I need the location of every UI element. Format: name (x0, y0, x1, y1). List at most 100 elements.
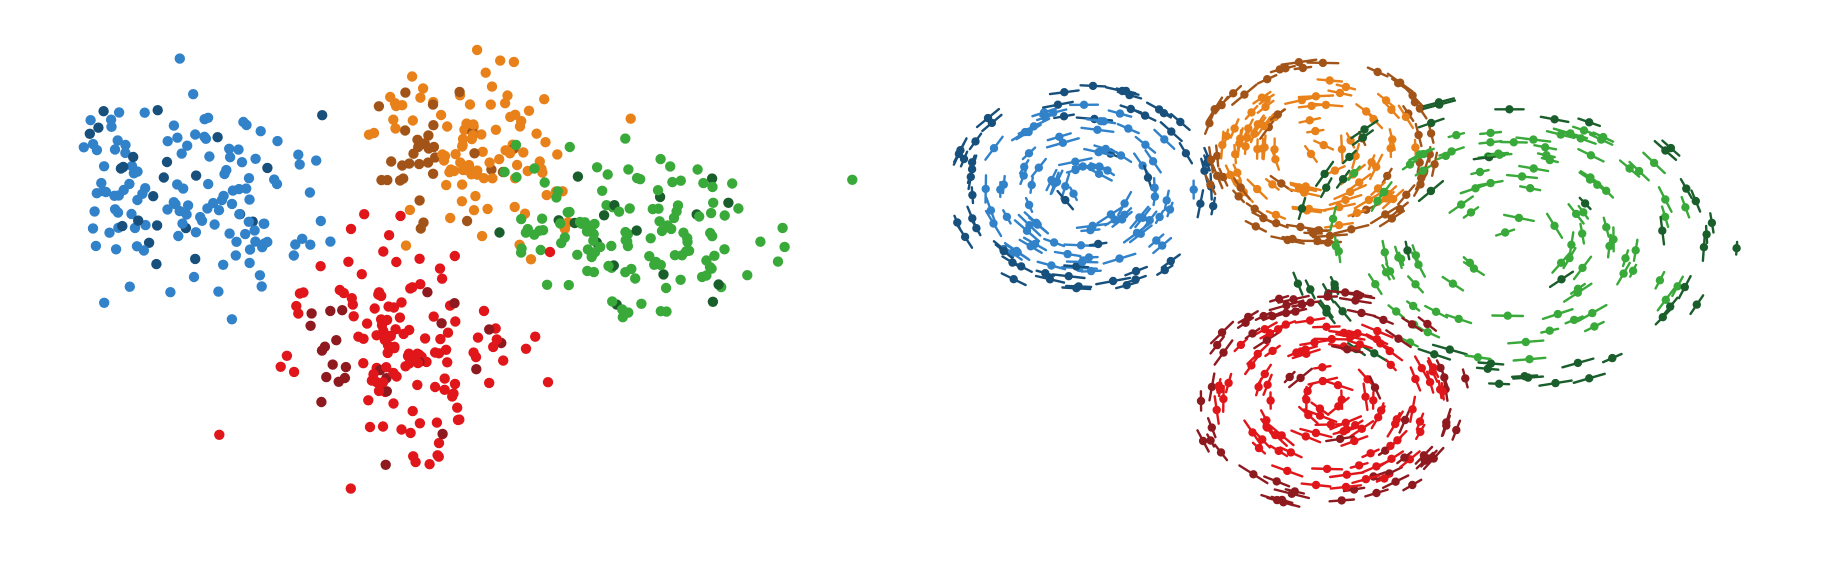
flow-mark-green (1315, 160, 1335, 188)
flow-mark-red (1263, 475, 1291, 488)
flow-mark-green (1658, 215, 1667, 246)
flow-mark-orange (1322, 202, 1356, 212)
flow-mark-green (1540, 326, 1560, 335)
point-blue (209, 219, 220, 230)
flow-mark-green (1333, 300, 1352, 322)
flow-mark-green (1512, 355, 1547, 364)
point-red (412, 379, 423, 391)
flow-mark-blue (1162, 189, 1171, 212)
point-green (719, 244, 730, 255)
point-orange (373, 101, 385, 112)
flow-mark-red (1262, 373, 1273, 396)
point-blue (143, 237, 155, 248)
flow-mark-blue (1068, 100, 1100, 110)
flow-mark-orange (1294, 184, 1318, 193)
flow-mark-red (1384, 358, 1397, 372)
point-green (617, 304, 628, 315)
flow-mark-red (1328, 496, 1356, 505)
point-blue (190, 170, 202, 181)
flow-mark-blue (1099, 164, 1116, 177)
flow-mark-orange (1293, 63, 1313, 73)
point-blue (250, 153, 261, 164)
flow-mark-blue (1159, 121, 1183, 143)
flow-mark-red (1196, 429, 1210, 453)
flow-mark-green (1577, 204, 1590, 220)
flow-mark-green (1488, 379, 1511, 388)
flow-mark-blue (1071, 162, 1095, 171)
point-orange (419, 138, 430, 149)
flow-mark-red (1209, 335, 1225, 355)
flow-mark-red (1385, 329, 1412, 349)
point-red (306, 308, 317, 319)
flow-mark-green (1631, 238, 1640, 262)
point-green (510, 139, 522, 151)
point-orange (500, 145, 511, 156)
flow-mark-blue (966, 163, 975, 191)
point-green (692, 164, 703, 175)
flow-mark-green (1505, 172, 1539, 181)
flow-mark-blue (1154, 209, 1165, 225)
flow-mark-red (1313, 363, 1332, 372)
flow-mark-blue (1063, 262, 1090, 271)
point-blue (172, 179, 183, 190)
point-orange (499, 98, 511, 109)
point-green (607, 296, 618, 307)
point-red (377, 421, 389, 432)
flow-mark-blue (1088, 239, 1108, 249)
flow-mark-red (1329, 470, 1365, 479)
flow-mark-green (1584, 320, 1605, 333)
flow-mark-green (1618, 159, 1641, 178)
point-orange (417, 83, 429, 94)
flow-mark-orange (1313, 139, 1335, 151)
flow-mark-blue (968, 132, 983, 151)
point-green (660, 282, 672, 294)
point-orange (464, 99, 476, 110)
point-orange (552, 149, 563, 160)
flow-mark-orange (1347, 208, 1367, 218)
flow-mark-green (1519, 184, 1542, 193)
flow-mark-green (1654, 270, 1666, 290)
point-blue (132, 194, 143, 206)
point-blue (126, 208, 137, 220)
point-blue (133, 215, 144, 226)
flow-mark-green (1677, 275, 1692, 300)
flow-mark-orange (1346, 173, 1372, 192)
flow-mark-red (1212, 395, 1221, 425)
point-green (541, 279, 553, 290)
flow-mark-green (1589, 178, 1606, 192)
flow-mark-orange (1328, 193, 1363, 207)
point-blue (158, 172, 169, 183)
flow-mark-red (1441, 414, 1451, 437)
point-red (407, 405, 418, 417)
flow-mark-red (1427, 357, 1440, 378)
point-green (631, 225, 642, 236)
flow-mark-green (1545, 129, 1576, 140)
flow-mark-orange (1243, 126, 1252, 149)
flow-mark-orange (1250, 114, 1265, 135)
flow-mark-blue (1209, 196, 1218, 216)
flow-mark-blue (1145, 101, 1173, 118)
point-blue (113, 190, 125, 201)
point-green (620, 133, 631, 144)
point-red (449, 378, 461, 390)
point-green (666, 223, 677, 235)
point-orange (484, 157, 495, 168)
point-red (433, 348, 445, 359)
point-red (410, 456, 421, 468)
point-blue (162, 136, 173, 147)
flow-mark-orange (1337, 134, 1347, 165)
flow-mark-orange (1232, 189, 1246, 204)
point-green (620, 235, 631, 246)
point-green (555, 218, 566, 229)
point-blue (109, 204, 121, 215)
point-green (529, 229, 540, 240)
flow-mark-blue (1079, 253, 1099, 262)
point-green (603, 260, 614, 272)
point-blue (259, 218, 270, 229)
flow-mark-red (1244, 355, 1259, 376)
point-blue (165, 287, 176, 298)
point-orange (480, 67, 491, 78)
flow-mark-blue (1031, 107, 1058, 118)
flow-mark-blue (967, 154, 977, 171)
point-green (620, 226, 631, 238)
